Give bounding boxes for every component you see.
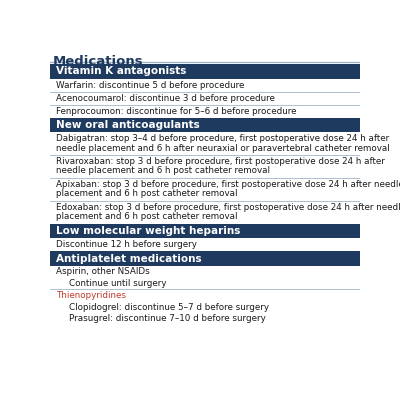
FancyBboxPatch shape: [50, 64, 360, 79]
Text: Warfarin: discontinue 5 d before procedure: Warfarin: discontinue 5 d before procedu…: [56, 81, 244, 90]
Text: Discontinue 12 h before surgery: Discontinue 12 h before surgery: [56, 240, 197, 249]
FancyBboxPatch shape: [50, 118, 360, 132]
Text: Medications: Medications: [53, 55, 144, 68]
Text: Antiplatelet medications: Antiplatelet medications: [56, 254, 202, 264]
Text: Prasugrel: discontinue 7–10 d before surgery: Prasugrel: discontinue 7–10 d before sur…: [69, 314, 265, 323]
Text: Aspirin, other NSAIDs: Aspirin, other NSAIDs: [56, 268, 150, 276]
Text: Clopidogrel: discontinue 5–7 d before surgery: Clopidogrel: discontinue 5–7 d before su…: [69, 302, 269, 312]
Text: Low molecular weight heparins: Low molecular weight heparins: [56, 226, 240, 236]
Text: Acenocoumarol: discontinue 3 d before procedure: Acenocoumarol: discontinue 3 d before pr…: [56, 94, 275, 103]
Text: Edoxaban: stop 3 d before procedure, first postoperative dose 24 h after needle: Edoxaban: stop 3 d before procedure, fir…: [56, 203, 400, 212]
Text: placement and 6 h post catheter removal: placement and 6 h post catheter removal: [56, 189, 238, 198]
Text: needle placement and 6 h post catheter removal: needle placement and 6 h post catheter r…: [56, 166, 270, 175]
Text: Fenprocoumon: discontinue for 5–6 d before procedure: Fenprocoumon: discontinue for 5–6 d befo…: [56, 107, 297, 116]
Text: Vitamin K antagonists: Vitamin K antagonists: [56, 66, 186, 76]
Text: Continue until surgery: Continue until surgery: [69, 279, 166, 288]
Text: Thienopyridines: Thienopyridines: [56, 291, 126, 300]
FancyBboxPatch shape: [50, 251, 360, 266]
Text: Dabigatran: stop 3–4 d before procedure, first postoperative dose 24 h after: Dabigatran: stop 3–4 d before procedure,…: [56, 134, 390, 143]
Text: Apixaban: stop 3 d before procedure, first postoperative dose 24 h after needle: Apixaban: stop 3 d before procedure, fir…: [56, 180, 400, 189]
Text: needle placement and 6 h after neuraxial or paravertebral catheter removal: needle placement and 6 h after neuraxial…: [56, 144, 390, 153]
Text: placement and 6 h post catheter removal: placement and 6 h post catheter removal: [56, 212, 238, 221]
Text: New oral anticoagulants: New oral anticoagulants: [56, 120, 200, 130]
FancyBboxPatch shape: [50, 224, 360, 238]
Text: Rivaroxaban: stop 3 d before procedure, first postoperative dose 24 h after: Rivaroxaban: stop 3 d before procedure, …: [56, 157, 385, 166]
